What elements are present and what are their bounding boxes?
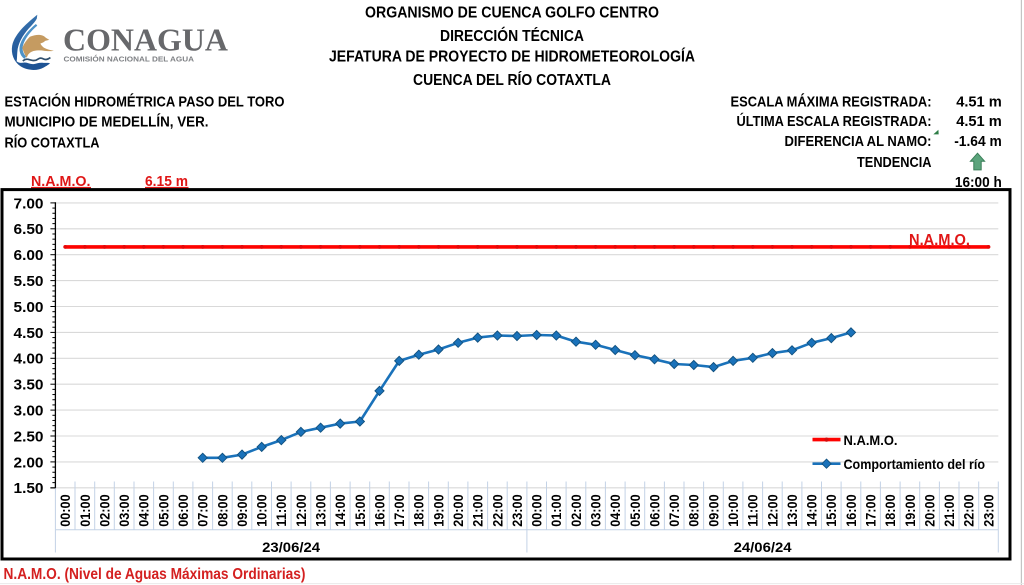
svg-text:15:00: 15:00 bbox=[353, 494, 368, 526]
svg-text:MUNICIPIO DE MEDELLÍN, VER.: MUNICIPIO DE MEDELLÍN, VER. bbox=[5, 114, 209, 131]
svg-text:1.50: 1.50 bbox=[14, 480, 44, 497]
svg-text:13:00: 13:00 bbox=[785, 494, 800, 526]
svg-text:4.51 m: 4.51 m bbox=[956, 94, 1002, 111]
svg-text:17:00: 17:00 bbox=[392, 494, 407, 526]
svg-text:22:00: 22:00 bbox=[490, 494, 505, 526]
svg-text:21:00: 21:00 bbox=[942, 494, 957, 526]
svg-text:16:00 h: 16:00 h bbox=[955, 174, 1002, 191]
svg-text:10:00: 10:00 bbox=[255, 494, 270, 526]
svg-text:01:00: 01:00 bbox=[549, 494, 564, 526]
svg-text:06:00: 06:00 bbox=[176, 494, 191, 526]
svg-text:ESTACIÓN HIDROMÉTRICA PASO DEL: ESTACIÓN HIDROMÉTRICA PASO DEL TORO bbox=[5, 93, 285, 111]
svg-text:CONAGUA: CONAGUA bbox=[63, 22, 228, 57]
svg-text:N.A.M.O.: N.A.M.O. bbox=[844, 433, 898, 448]
svg-text:02:00: 02:00 bbox=[97, 494, 112, 526]
svg-text:12:00: 12:00 bbox=[765, 494, 780, 526]
svg-text:18:00: 18:00 bbox=[412, 494, 427, 526]
svg-text:-1.64 m: -1.64 m bbox=[954, 133, 1002, 150]
svg-text:08:00: 08:00 bbox=[215, 494, 230, 526]
svg-text:01:00: 01:00 bbox=[78, 494, 93, 526]
svg-text:Comportamiento del río: Comportamiento del río bbox=[844, 457, 986, 472]
svg-text:00:00: 00:00 bbox=[530, 494, 545, 526]
svg-text:N.A.M.O. (Nivel de Aguas Máxim: N.A.M.O. (Nivel de Aguas Máximas Ordinar… bbox=[4, 566, 306, 583]
svg-text:5.00: 5.00 bbox=[14, 299, 44, 316]
svg-text:19:00: 19:00 bbox=[903, 494, 918, 526]
svg-text:22:00: 22:00 bbox=[962, 494, 977, 526]
svg-text:23/06/24: 23/06/24 bbox=[262, 539, 320, 555]
svg-text:6.50: 6.50 bbox=[14, 221, 44, 238]
svg-text:04:00: 04:00 bbox=[137, 494, 152, 526]
svg-text:00:00: 00:00 bbox=[58, 494, 73, 526]
svg-text:4.51 m: 4.51 m bbox=[956, 113, 1002, 130]
svg-text:16:00: 16:00 bbox=[372, 494, 387, 526]
svg-text:10:00: 10:00 bbox=[726, 494, 741, 526]
svg-text:17:00: 17:00 bbox=[864, 494, 879, 526]
svg-text:23:00: 23:00 bbox=[981, 494, 996, 526]
svg-text:7.00: 7.00 bbox=[14, 195, 44, 212]
svg-text:23:00: 23:00 bbox=[510, 494, 525, 526]
svg-text:CUENCA DEL RÍO COTAXTLA: CUENCA DEL RÍO COTAXTLA bbox=[413, 70, 611, 89]
svg-text:06:00: 06:00 bbox=[647, 494, 662, 526]
svg-text:ÚLTIMA ESCALA REGISTRADA:: ÚLTIMA ESCALA REGISTRADA: bbox=[737, 112, 932, 130]
svg-text:ORGANISMO DE CUENCA GOLFO CENT: ORGANISMO DE CUENCA GOLFO CENTRO bbox=[365, 4, 659, 21]
svg-text:02:00: 02:00 bbox=[569, 494, 584, 526]
svg-text:4.00: 4.00 bbox=[14, 351, 44, 368]
svg-text:RÍO COTAXTLA: RÍO COTAXTLA bbox=[5, 135, 100, 152]
svg-text:04:00: 04:00 bbox=[608, 494, 623, 526]
svg-text:20:00: 20:00 bbox=[451, 494, 466, 526]
svg-text:14:00: 14:00 bbox=[333, 494, 348, 526]
svg-text:COMISIÓN NACIONAL DEL AGUA: COMISIÓN NACIONAL DEL AGUA bbox=[64, 54, 195, 63]
svg-text:JEFATURA DE PROYECTO DE HIDROM: JEFATURA DE PROYECTO DE HIDROMETEOROLOGÍ… bbox=[329, 47, 695, 66]
svg-text:13:00: 13:00 bbox=[314, 494, 329, 526]
svg-text:19:00: 19:00 bbox=[431, 494, 446, 526]
svg-text:18:00: 18:00 bbox=[883, 494, 898, 526]
svg-text:12:00: 12:00 bbox=[294, 494, 309, 526]
svg-text:15:00: 15:00 bbox=[824, 494, 839, 526]
svg-text:16:00: 16:00 bbox=[844, 494, 859, 526]
svg-text:DIRECCIÓN TÉCNICA: DIRECCIÓN TÉCNICA bbox=[440, 26, 584, 45]
svg-text:14:00: 14:00 bbox=[805, 494, 820, 526]
svg-text:DIFERENCIA AL NAMO:: DIFERENCIA AL NAMO: bbox=[785, 133, 932, 150]
svg-text:2.50: 2.50 bbox=[14, 428, 44, 445]
svg-text:03:00: 03:00 bbox=[589, 494, 604, 526]
svg-text:09:00: 09:00 bbox=[235, 494, 250, 526]
svg-text:21:00: 21:00 bbox=[471, 494, 486, 526]
svg-text:6.15 m: 6.15 m bbox=[145, 174, 188, 190]
svg-text:TENDENCIA: TENDENCIA bbox=[857, 154, 932, 171]
svg-text:4.50: 4.50 bbox=[14, 325, 44, 342]
svg-text:3.50: 3.50 bbox=[14, 377, 44, 394]
svg-text:20:00: 20:00 bbox=[922, 494, 937, 526]
svg-text:ESCALA MÁXIMA REGISTRADA:: ESCALA MÁXIMA REGISTRADA: bbox=[731, 94, 932, 111]
svg-text:5.50: 5.50 bbox=[14, 273, 44, 290]
svg-text:N.A.M.O.: N.A.M.O. bbox=[31, 174, 91, 190]
svg-text:05:00: 05:00 bbox=[156, 494, 171, 526]
svg-text:05:00: 05:00 bbox=[628, 494, 643, 526]
svg-text:N.A.M.O.: N.A.M.O. bbox=[909, 232, 970, 249]
svg-text:08:00: 08:00 bbox=[687, 494, 702, 526]
svg-text:2.00: 2.00 bbox=[14, 454, 44, 471]
svg-text:07:00: 07:00 bbox=[196, 494, 211, 526]
svg-text:09:00: 09:00 bbox=[706, 494, 721, 526]
svg-text:11:00: 11:00 bbox=[746, 494, 761, 526]
svg-text:3.00: 3.00 bbox=[14, 403, 44, 420]
svg-text:6.00: 6.00 bbox=[14, 247, 44, 264]
svg-text:11:00: 11:00 bbox=[274, 494, 289, 526]
svg-text:03:00: 03:00 bbox=[117, 494, 132, 526]
svg-text:07:00: 07:00 bbox=[667, 494, 682, 526]
svg-text:24/06/24: 24/06/24 bbox=[734, 539, 792, 555]
